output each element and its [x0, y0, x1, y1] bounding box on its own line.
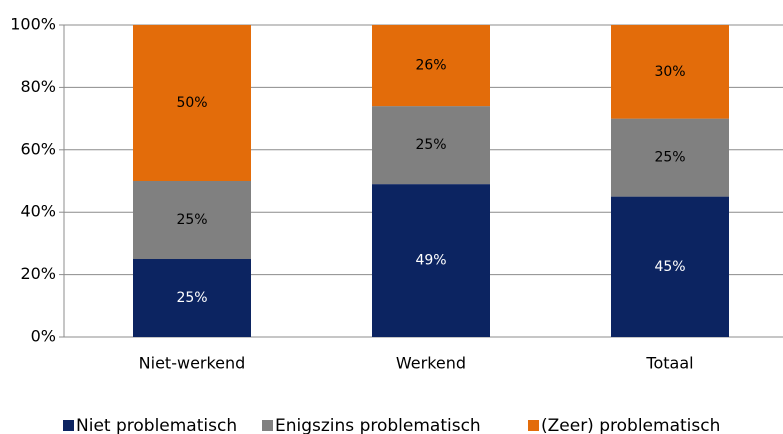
data-label: 25%: [176, 290, 207, 306]
y-tick-label: 100%: [10, 15, 56, 34]
data-label: 45%: [654, 259, 685, 275]
legend-label: Enigszins problematisch: [275, 416, 481, 434]
legend-swatch: [63, 420, 74, 431]
legend-label: (Zeer) problematisch: [541, 416, 720, 434]
x-tick-label: Werkend: [396, 354, 466, 373]
data-label: 25%: [415, 137, 446, 153]
bar-segment: [372, 184, 490, 337]
y-tick-label: 60%: [20, 139, 56, 158]
x-tick-label: Niet-werkend: [139, 354, 246, 373]
bar-segment: [372, 106, 490, 185]
data-label: 25%: [654, 150, 685, 166]
legend-label: Niet problematisch: [76, 416, 237, 434]
legend-swatch: [528, 420, 539, 431]
x-tick-label: Totaal: [645, 354, 693, 373]
data-label: 50%: [176, 95, 207, 111]
data-label: 49%: [415, 253, 446, 269]
bar-segment: [133, 25, 251, 181]
data-label: 30%: [654, 64, 685, 80]
legend-swatch: [262, 420, 273, 431]
bar-segment: [611, 25, 729, 119]
data-label: 25%: [176, 212, 207, 228]
y-tick-label: 40%: [20, 202, 56, 221]
bar-segment: [611, 196, 729, 337]
bar-segment: [133, 181, 251, 259]
y-tick-label: 20%: [20, 264, 56, 283]
data-label: 26%: [415, 58, 446, 74]
bar-segment: [611, 118, 729, 197]
y-tick-label: 80%: [20, 77, 56, 96]
bar-segment: [372, 25, 490, 107]
y-tick-label: 0%: [31, 327, 56, 346]
bar-segment: [133, 259, 251, 337]
